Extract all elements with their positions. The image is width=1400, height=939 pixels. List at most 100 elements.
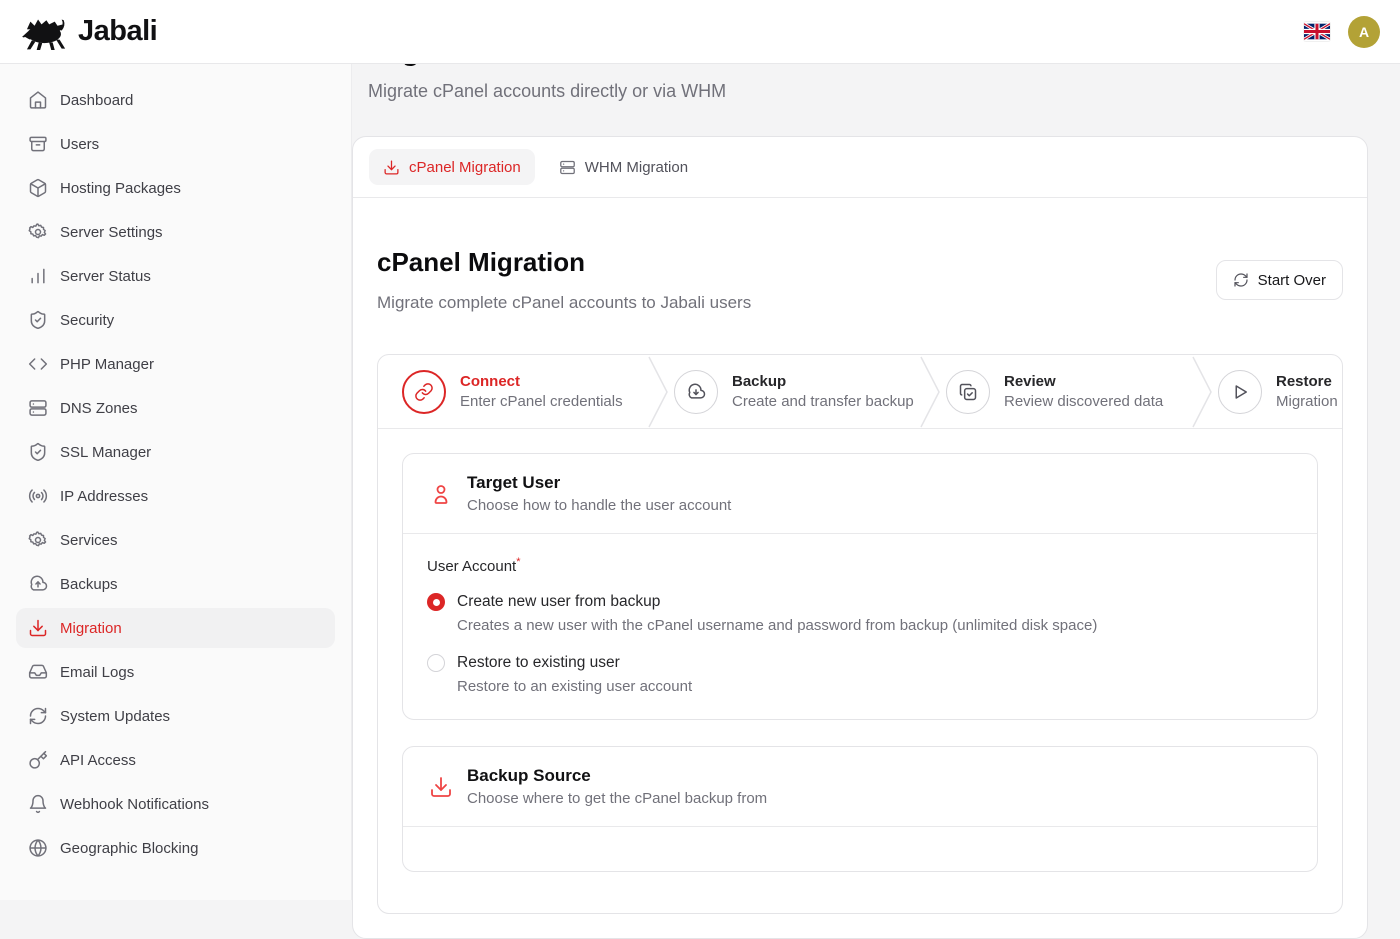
backup-source-header: Backup Source Choose where to get the cP… [403, 747, 1317, 827]
sidebar-item-label: PHP Manager [60, 356, 154, 373]
backup-source-card: Backup Source Choose where to get the cP… [402, 746, 1318, 872]
sidebar-item-label: DNS Zones [60, 400, 138, 417]
sidebar-item-services[interactable]: Services [16, 520, 335, 560]
radio-option-create-new-user[interactable]: Create new user from backup Creates a ne… [427, 592, 1293, 636]
archive-icon [28, 134, 48, 154]
sidebar-item-migration[interactable]: Migration [16, 608, 335, 648]
home-icon [28, 90, 48, 110]
sidebar-item-webhook-notifications[interactable]: Webhook Notifications [16, 784, 335, 824]
target-user-subtitle: Choose how to handle the user account [467, 496, 731, 515]
sidebar-item-label: Webhook Notifications [60, 796, 209, 813]
boar-logo-icon [20, 12, 70, 52]
sidebar-item-dns-zones[interactable]: DNS Zones [16, 388, 335, 428]
step-desc: Enter cPanel credentials [460, 392, 623, 412]
sidebar-item-label: IP Addresses [60, 488, 148, 505]
shield-check-icon [28, 310, 48, 330]
sidebar-item-ssl-manager[interactable]: SSL Manager [16, 432, 335, 472]
globe-icon [28, 838, 48, 858]
migration-card-body: cPanel Migration Migrate complete cPanel… [353, 198, 1367, 938]
step-separator [1192, 355, 1212, 429]
sidebar-item-backups[interactable]: Backups [16, 564, 335, 604]
step-backup: Backup Create and transfer backup [674, 370, 914, 414]
sidebar-item-label: Server Status [60, 268, 151, 285]
step-separator [648, 355, 668, 429]
sidebar-item-label: Security [60, 312, 114, 329]
radio-option-text: Create new user from backup Creates a ne… [457, 592, 1097, 636]
step-connect: Connect Enter cPanel credentials [402, 370, 642, 414]
sidebar-item-server-settings[interactable]: Server Settings [16, 212, 335, 252]
download-icon [383, 159, 400, 176]
sidebar-item-geographic-blocking[interactable]: Geographic Blocking [16, 828, 335, 868]
tab-label: WHM Migration [585, 159, 688, 176]
radio-option-restore-existing-user[interactable]: Restore to existing user Restore to an e… [427, 653, 1293, 697]
shield-check-icon [28, 442, 48, 462]
cloud-upload-icon [28, 574, 48, 594]
sidebar-item-label: Hosting Packages [60, 180, 181, 197]
main-content: Migration Migrate cPanel accounts direct… [352, 0, 1400, 939]
radio-option-desc: Restore to an existing user account [457, 677, 692, 697]
sidebar-item-label: SSL Manager [60, 444, 151, 461]
step-text: Backup Create and transfer backup [732, 372, 914, 412]
sidebar-item-security[interactable]: Security [16, 300, 335, 340]
target-user-header: Target User Choose how to handle the use… [403, 454, 1317, 534]
refresh-icon [28, 706, 48, 726]
radio-waves-icon [28, 486, 48, 506]
language-flag-icon[interactable] [1304, 22, 1330, 41]
step-label: Review [1004, 372, 1163, 392]
cloud-download-icon [674, 370, 718, 414]
gear-icon [28, 530, 48, 550]
user-avatar[interactable]: A [1348, 16, 1380, 48]
backup-source-body [403, 827, 1317, 871]
sidebar-item-label: API Access [60, 752, 136, 769]
target-user-title: Target User [467, 472, 731, 494]
step-text: Restore Migration [1276, 372, 1338, 412]
user-account-field-label: User Account* [427, 556, 1293, 575]
radio-selected-icon[interactable] [427, 593, 445, 611]
tab-cpanel-migration[interactable]: cPanel Migration [369, 149, 535, 185]
brand-name: Jabali [78, 15, 157, 48]
sidebar-item-label: Dashboard [60, 92, 133, 109]
sidebar-item-label: Migration [60, 620, 122, 637]
sidebar-item-label: Email Logs [60, 664, 134, 681]
gear-icon [28, 222, 48, 242]
target-user-body: User Account* Create new user from backu… [403, 534, 1317, 719]
migration-card: cPanel Migration WHM Migration cPanel Mi… [352, 136, 1368, 939]
play-icon [1218, 370, 1262, 414]
section-title: cPanel Migration [377, 246, 751, 278]
step-text: Connect Enter cPanel credentials [460, 372, 623, 412]
sidebar-item-dashboard[interactable]: Dashboard [16, 80, 335, 120]
sidebar-item-system-updates[interactable]: System Updates [16, 696, 335, 736]
sidebar-item-server-status[interactable]: Server Status [16, 256, 335, 296]
sidebar-item-label: System Updates [60, 708, 170, 725]
radio-option-desc: Creates a new user with the cPanel usern… [457, 616, 1097, 636]
top-header: Jabali A [0, 0, 1400, 64]
sidebar-item-users[interactable]: Users [16, 124, 335, 164]
required-asterisk: * [516, 556, 520, 568]
start-over-button[interactable]: Start Over [1216, 260, 1343, 300]
sidebar-item-label: Users [60, 136, 99, 153]
refresh-icon [1233, 272, 1249, 288]
code-icon [28, 354, 48, 374]
brand-logo[interactable]: Jabali [20, 12, 157, 52]
step-desc: Migration [1276, 392, 1338, 412]
sidebar-nav: Dashboard Users Hosting Packages Server … [0, 64, 352, 900]
backup-source-title: Backup Source [467, 765, 767, 787]
radio-option-label: Create new user from backup [457, 592, 1097, 612]
user-icon [429, 482, 453, 506]
sidebar-item-php-manager[interactable]: PHP Manager [16, 344, 335, 384]
step-review: Review Review discovered data [946, 370, 1186, 414]
target-user-card: Target User Choose how to handle the use… [402, 453, 1318, 720]
link-icon [402, 370, 446, 414]
server-icon [28, 398, 48, 418]
sidebar-item-email-logs[interactable]: Email Logs [16, 652, 335, 692]
migration-wizard: Connect Enter cPanel credentials Backup … [377, 354, 1343, 914]
bell-icon [28, 794, 48, 814]
sidebar-item-hosting-packages[interactable]: Hosting Packages [16, 168, 335, 208]
radio-unselected-icon[interactable] [427, 654, 445, 672]
step-label: Backup [732, 372, 914, 392]
sidebar-item-api-access[interactable]: API Access [16, 740, 335, 780]
tab-whm-migration[interactable]: WHM Migration [545, 149, 702, 185]
target-user-header-text: Target User Choose how to handle the use… [467, 472, 731, 515]
inbox-icon [28, 662, 48, 682]
sidebar-item-ip-addresses[interactable]: IP Addresses [16, 476, 335, 516]
